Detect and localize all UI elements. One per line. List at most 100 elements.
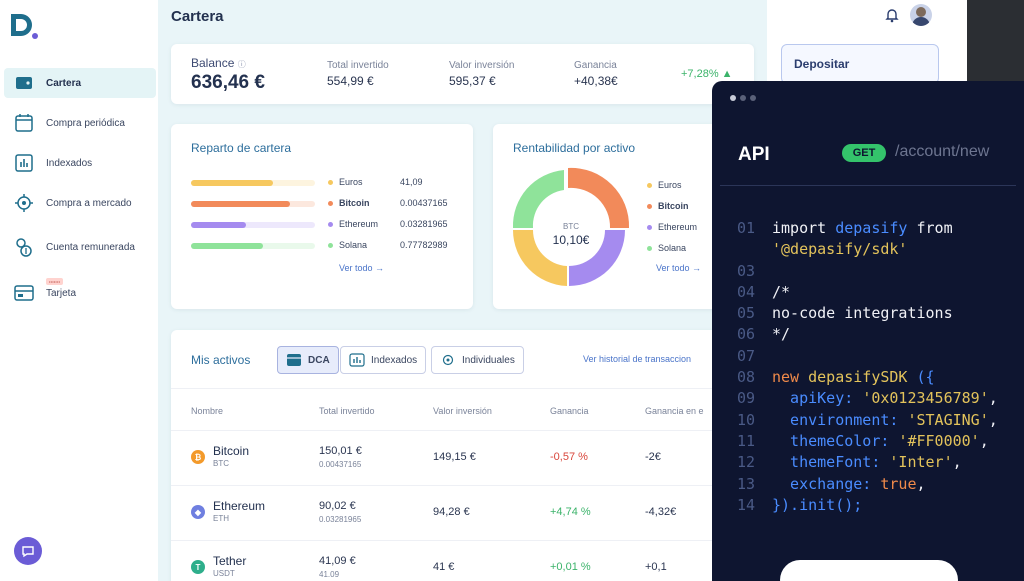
donut-segment-solana[interactable] [512,170,564,228]
asset-symbol: USDT [213,569,235,578]
code-line: 11 themeColor: '#FF0000', [737,431,998,452]
donut-legend-item: Bitcoin [647,201,689,211]
allocation-bar [191,201,315,207]
bitcoin-icon: ₿ [191,450,205,464]
code-token: , [952,453,962,472]
donut-segment-ethereum[interactable] [569,230,625,286]
code-line: 08 new depasifySDK ({ [737,367,998,388]
allocation-legend-item: Bitcoin [328,198,370,208]
code-line: 07 [737,346,998,367]
valor-inversion-value: 41 € [433,561,455,573]
donut-segment-euros[interactable] [513,230,567,286]
donut-center-value: 10,10€ [552,233,590,247]
gain-percentage: +7,28% ▲ [681,68,733,80]
code-token: '0x0123456789' [862,389,989,408]
sidebar: Cartera Compra periódica Indexados Compr… [0,0,158,581]
donut-segment-bitcoin[interactable] [568,167,630,228]
notification-bell-icon[interactable] [884,7,900,28]
asset-name[interactable]: Ethereum [213,499,266,513]
line-number: 06 [737,325,756,344]
calendar-icon [14,113,34,133]
sidebar-item-label: Cuenta remunerada [46,241,135,253]
ethereum-icon: ◆ [191,505,205,519]
reparto-card: Reparto de cartera Euros 41,09 Bitcoin 0.00… [171,124,473,309]
tab-indexados[interactable]: Indexados [340,346,427,374]
code-token: , [916,474,926,493]
code-token: from [907,219,953,237]
code-token: themeColor: [772,431,899,450]
code-line: '@depasify/sdk' [737,239,998,260]
sidebar-item-compra-periodica[interactable]: Compra periódica [4,108,156,138]
tab-individuales[interactable]: Individuales [431,346,524,374]
sidebar-item-tarjeta[interactable]: Tarjeta [4,278,156,308]
line-number: 07 [737,346,756,365]
deposit-button[interactable]: Depositar [781,44,939,84]
depasify-logo[interactable] [8,10,40,42]
line-number: 03 [737,261,756,280]
coins-icon [14,237,34,257]
chat-button[interactable] [14,537,42,565]
rentabilidad-see-all-link[interactable]: Ver todo → [656,263,702,273]
stat-valor-inversion: Valor inversión 595,37 € [449,60,515,88]
crosshair-icon [14,193,34,213]
sidebar-item-label: Tarjeta [46,287,77,299]
activos-card: Mis activos DCA Indexados Individuales V… [171,330,754,581]
tether-icon: T [191,560,205,574]
calendar-icon [287,354,301,366]
api-action-button[interactable] [780,560,958,581]
rentabilidad-title: Rentabilidad por activo [513,141,636,155]
code-token: 'Inter' [889,453,953,472]
allocation-bar [191,180,315,186]
sidebar-item-indexados[interactable]: Indexados [4,148,156,178]
code-token: , [988,389,998,408]
balance-value: 636,46 € [191,72,265,93]
avatar[interactable] [910,4,932,26]
ganancia-percent: +0,01 % [550,561,591,573]
line-number: 12 [737,453,756,472]
allocation-bar [191,222,315,228]
code-token: new [772,368,809,387]
crosshair-icon [442,354,454,366]
code-token: /* [772,282,791,301]
line-number: 04 [737,282,756,301]
asset-name[interactable]: Tether [213,554,247,568]
rentabilidad-card: Rentabilidad por activo BTC 10,10€ Euros… [493,124,755,309]
line-number: 11 [737,431,756,450]
ganancia-percent: +4,74 % [550,506,591,518]
asset-name[interactable]: Bitcoin [213,444,250,458]
code-token: true [880,474,917,493]
donut-chart [512,167,630,286]
bar-chart-icon [349,353,365,367]
stat-ganancia: Ganancia +40,38€ [574,60,618,88]
asset-symbol: ETH [213,514,229,523]
allocation-legend-item: Solana [328,240,367,250]
allocation-amount: 0.00437165 [400,198,448,208]
line-number: 01 [737,219,756,237]
allocation-bar-fill [191,180,273,186]
total-invertido-value: 90,02 € [319,500,356,512]
code-token: 'STAGING' [907,410,989,429]
sidebar-item-compra-mercado[interactable]: Compra a mercado [4,188,156,218]
sidebar-item-label: Indexados [46,157,93,169]
history-link[interactable]: Ver historial de transaccion [583,354,692,364]
column-header-ganancia: Ganancia [550,406,589,416]
code-line: 12 themeFont: 'Inter', [737,452,998,473]
line-number: 09 [737,389,756,408]
sidebar-item-cartera[interactable]: Cartera [4,68,156,98]
code-line: 01 import depasify from [737,218,998,239]
code-line: 03 [737,261,998,282]
line-number: 10 [737,410,756,429]
code-line: 06 */ [737,324,998,345]
card-icon [14,283,34,303]
info-icon[interactable]: ⓘ [237,60,246,69]
reparto-see-all-link[interactable]: Ver todo → [339,263,385,273]
allocation-legend-item: Ethereum [328,219,378,229]
asset-symbol: BTC [213,459,229,468]
tab-dca[interactable]: DCA [277,346,339,374]
ganancia-eur-value: -2€ [645,451,661,463]
code-token: '@depasify/sdk' [772,240,908,259]
column-header-valor-inversion: Valor inversión [433,406,492,416]
sidebar-item-cuenta-remunerada[interactable]: Cuenta remunerada [4,232,156,262]
donut-center-label: BTC [563,222,579,231]
allocation-amount: 41,09 [400,177,423,187]
